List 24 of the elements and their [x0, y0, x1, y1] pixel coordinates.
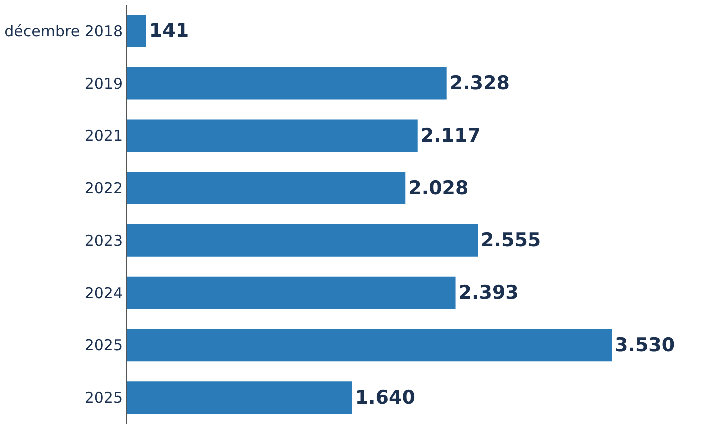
bar [127, 67, 447, 100]
bar [127, 120, 418, 152]
y-tick-label: 2019 [84, 74, 123, 93]
data-label: 2.117 [420, 124, 481, 147]
y-tick-label: 2022 [84, 180, 123, 198]
bar [127, 382, 352, 414]
data-label: 3.530 [615, 334, 676, 356]
y-tick-label: 2023 [84, 232, 123, 250]
bar [127, 14, 146, 48]
y-tick-label: 2021 [84, 127, 123, 146]
bar [127, 224, 478, 257]
data-label: 141 [149, 20, 190, 42]
data-label: 2.328 [450, 72, 510, 95]
data-label: 1.640 [355, 386, 416, 409]
y-tick-label: 2025 [84, 336, 123, 355]
data-label: 2.393 [458, 282, 519, 304]
y-tick-label: décembre 2018 [4, 22, 123, 40]
y-tick-label: 2025 [84, 389, 123, 408]
data-label: 2.028 [408, 177, 469, 200]
bar [127, 329, 612, 362]
y-tick-label: 2024 [84, 284, 123, 302]
bar [127, 172, 406, 205]
bar [127, 276, 456, 310]
data-label: 2.555 [481, 230, 542, 252]
